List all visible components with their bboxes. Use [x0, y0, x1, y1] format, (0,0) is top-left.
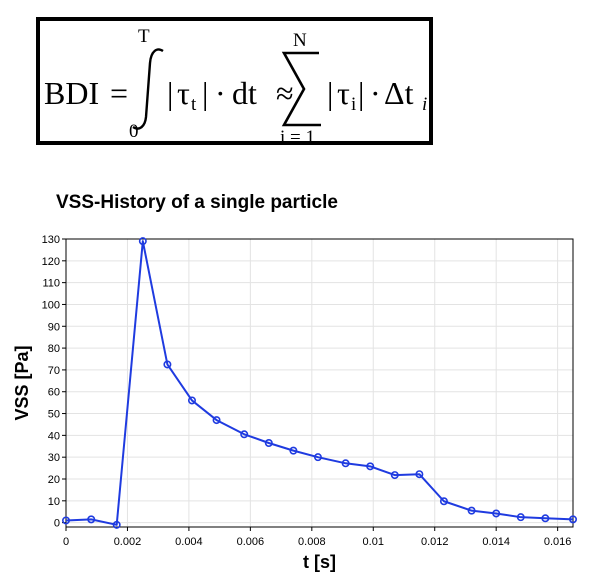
series-line	[65, 240, 574, 526]
data-point	[163, 360, 172, 369]
sum-lower-limit: i = 1	[280, 127, 315, 148]
y-tick-label: 0	[54, 518, 60, 530]
data-point	[492, 509, 501, 518]
x-tick-label: 0.012	[421, 536, 449, 548]
sum-tau-subscript: i	[351, 94, 356, 115]
integral-sign-icon	[132, 48, 164, 130]
sum-dot: ·	[370, 75, 381, 111]
integrand-tau: τ	[177, 75, 190, 111]
y-tick-label: 40	[48, 430, 60, 442]
data-point	[541, 514, 550, 523]
integrand-abs-close: |	[202, 75, 208, 111]
data-point	[187, 396, 196, 405]
y-tick-label: 10	[48, 496, 60, 508]
data-point	[138, 237, 147, 246]
y-tick-label: 80	[48, 343, 60, 355]
y-tick-label: 60	[48, 387, 60, 399]
formula-approx: ≈	[276, 75, 294, 111]
data-point	[439, 497, 448, 506]
data-point	[516, 513, 525, 522]
sum-delta-t: Δt	[384, 75, 414, 111]
series-group	[61, 237, 577, 529]
sum-abs-close: |	[358, 75, 364, 111]
y-tick-label: 90	[48, 321, 60, 333]
sum-delta-subscript: i	[422, 94, 427, 115]
chart-title: VSS-History of a single particle	[56, 192, 338, 213]
integrand-abs-open: |	[167, 75, 173, 111]
sum-abs-open: |	[327, 75, 333, 111]
x-tick-label: 0.016	[544, 536, 572, 548]
y-axis-label: VSS [Pa]	[12, 345, 32, 420]
data-point	[240, 430, 249, 439]
x-tick-label: 0.004	[175, 536, 203, 548]
data-point	[341, 459, 350, 468]
y-tick-label: 130	[42, 234, 60, 246]
grid-lines	[65, 238, 573, 527]
integral-lower-limit: 0	[129, 121, 139, 142]
x-tick-label: 0.014	[482, 536, 510, 548]
x-ticks: 0 0.002 0.004 0.006 0.008 0.01 0.012 0.014 0.016	[63, 527, 571, 548]
sum-upper-limit: N	[293, 30, 307, 51]
x-tick-label: 0	[63, 536, 69, 548]
data-point	[212, 416, 221, 425]
integrand-dot: ·	[215, 75, 226, 111]
formula-box: BDI = T 0 | τ t | · dt ≈ N i = 1 | τ i |…	[36, 17, 433, 148]
summation-sign-icon	[281, 51, 321, 127]
integrand-tau-subscript: t	[191, 94, 197, 115]
data-point	[415, 470, 424, 479]
y-tick-label: 100	[42, 299, 60, 311]
data-point	[366, 462, 375, 471]
y-tick-label: 50	[48, 409, 60, 421]
y-tick-label: 110	[42, 278, 60, 290]
data-point	[112, 520, 121, 529]
data-point	[390, 471, 399, 480]
y-tick-label: 20	[48, 474, 60, 486]
formula-graphic: BDI = T 0 | τ t | · dt ≈ N i = 1 | τ i |…	[44, 26, 427, 148]
data-point	[264, 438, 273, 447]
x-tick-label: 0.008	[298, 536, 326, 548]
plot-frame	[65, 238, 574, 528]
formula-equals: =	[110, 75, 128, 111]
x-tick-label: 0.01	[363, 536, 384, 548]
y-tick-label: 30	[48, 452, 60, 464]
sum-tau: τ	[337, 75, 350, 111]
data-point	[61, 516, 70, 525]
integral-upper-limit: T	[138, 26, 150, 47]
y-ticks: 0 10 20 30 40 50 60 70 80 90 100 110 120 130	[42, 234, 66, 530]
data-point	[313, 453, 322, 462]
formula-lhs: BDI	[44, 75, 99, 111]
data-point	[568, 515, 577, 524]
x-tick-label: 0.006	[237, 536, 265, 548]
data-point	[87, 515, 96, 524]
data-point	[467, 506, 476, 515]
x-axis-label: t [s]	[303, 552, 336, 572]
y-tick-label: 120	[42, 256, 60, 268]
integrand-dt: dt	[232, 75, 257, 111]
data-point	[289, 446, 298, 455]
x-tick-label: 0.002	[114, 536, 142, 548]
y-tick-label: 70	[48, 365, 60, 377]
